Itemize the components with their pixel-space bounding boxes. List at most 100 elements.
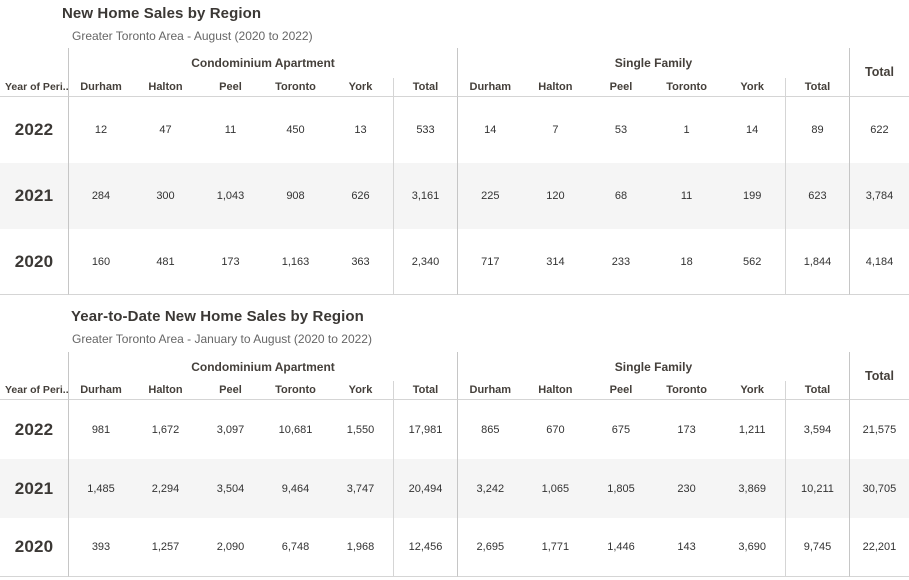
value-cell: 670 [546,423,565,436]
value-cell: 47 [159,124,172,136]
value-cell: 1,211 [738,423,766,436]
value-cell: 450 [286,124,305,136]
value-cell: 3,504 [198,459,263,518]
value-cell: 14 [457,97,523,163]
value-cell: 230 [653,459,720,518]
value-cell: 9,464 [263,459,328,518]
group-header-single-family: Single Family [457,48,849,78]
value-cell: 363 [328,229,393,295]
single-family-total-cell: 623 [784,163,849,229]
column-header-york: York [719,381,785,400]
column-header-total: Total [784,381,849,400]
year-label: 2020 [0,518,68,577]
column-header-halton: Halton [522,381,589,400]
single-family-total-cell: 10,211 [784,459,849,518]
value-cell: 13 [354,124,367,136]
value-cell: 1,550 [346,423,375,436]
group-header-condominium-apartment: Condominium Apartment [68,48,457,78]
column-header-peel: Peel [198,381,263,400]
column-header-toronto: Toronto [653,78,720,97]
grand-total-cell: 30,705 [848,459,909,518]
value-cell: 1,065 [522,459,589,518]
condo-total-cell: 12,456 [393,518,457,577]
grand-total-header: Total [848,352,909,400]
value-cell: 284 [68,163,133,229]
year-label: 2022 [14,419,54,439]
grand-total-cell: 21,575 [848,400,909,459]
row-dimension-header: Year of Peri.. [0,381,68,400]
row-dimension-header: Year of Peri.. [0,78,68,97]
value-cell: 626 [328,163,393,229]
value-cell: 1,446 [588,518,654,577]
value-cell: 160 [68,229,133,295]
column-header-halton: Halton [522,78,589,97]
grand-total-cell: 3,784 [848,163,909,229]
value-cell: 11 [653,163,720,229]
column-header-toronto: Toronto [653,381,720,400]
year-label: 2021 [0,459,68,518]
column-header-total: Total [393,381,457,400]
value-cell: 199 [719,163,785,229]
single-family-total-cell: 9,745 [784,518,849,577]
value-cell: 18 [653,229,720,295]
value-cell: 1,257 [133,518,198,577]
value-cell: 2,695 [457,518,523,577]
value-cell: 173 [198,229,263,295]
value-cell: 562 [719,229,785,295]
condo-total-cell: 2,340 [393,229,457,295]
value-cell: 11 [224,124,237,136]
column-header-halton: Halton [133,381,198,400]
corner-cell [0,48,68,78]
monthly-table-title: New Home Sales by Region [62,5,262,22]
value-cell: 1,163 [263,229,328,295]
column-header-peel: Peel [588,381,654,400]
value-cell: 1,485 [68,459,133,518]
grand-total-header: Total [848,48,909,97]
column-header-total: Total [784,78,849,97]
column-header-peel: Peel [198,78,263,97]
column-header-durham: Durham [68,78,133,97]
value-cell: 300 [133,163,198,229]
ytd-table-title: Year-to-Date New Home Sales by Region [71,308,364,325]
value-cell: 981 [68,400,133,459]
year-label: 2020 [0,229,68,295]
value-cell: 53 [614,124,628,136]
corner-cell [0,352,68,381]
value-cell: 717 [457,229,523,295]
column-header-durham: Durham [68,381,133,400]
value-cell: 675 [611,423,631,436]
year-label: 2021 [0,163,68,229]
grand-total-cell: 4,184 [848,229,909,295]
value-cell: 865 [457,400,523,459]
value-cell: 1,805 [588,459,654,518]
group-header-condominium-apartment: Condominium Apartment [68,352,457,381]
value-cell: 1,043 [198,163,263,229]
value-cell: 1,771 [522,518,589,577]
value-cell: 225 [457,163,523,229]
value-cell: 7 [552,124,559,136]
condo-total-cell: 3,161 [393,163,457,229]
column-header-york: York [719,78,785,97]
column-header-total: Total [393,78,457,97]
column-header-york: York [328,78,393,97]
grand-total-cell: 22,201 [848,518,909,577]
condo-total-cell: 17,981 [393,400,457,459]
ytd-table-subtitle: Greater Toronto Area - January to August… [72,332,372,346]
value-cell: 12 [68,97,133,163]
value-cell: 3,690 [719,518,785,577]
column-header-peel: Peel [588,78,654,97]
column-header-toronto: Toronto [263,381,328,400]
value-cell: 10,681 [278,423,313,436]
single-family-total-cell: 3,594 [784,400,849,459]
value-cell: 481 [133,229,198,295]
value-cell: 120 [522,163,589,229]
value-cell: 1 [683,124,690,136]
column-header-halton: Halton [133,78,198,97]
single-family-total-cell: 1,844 [784,229,849,295]
value-cell: 233 [588,229,654,295]
value-cell: 2,090 [198,518,263,577]
value-cell: 3,242 [457,459,523,518]
column-header-york: York [328,381,393,400]
value-cell: 68 [588,163,654,229]
monthly-sales-table: Condominium Apartment Single Family Tota… [0,48,909,295]
